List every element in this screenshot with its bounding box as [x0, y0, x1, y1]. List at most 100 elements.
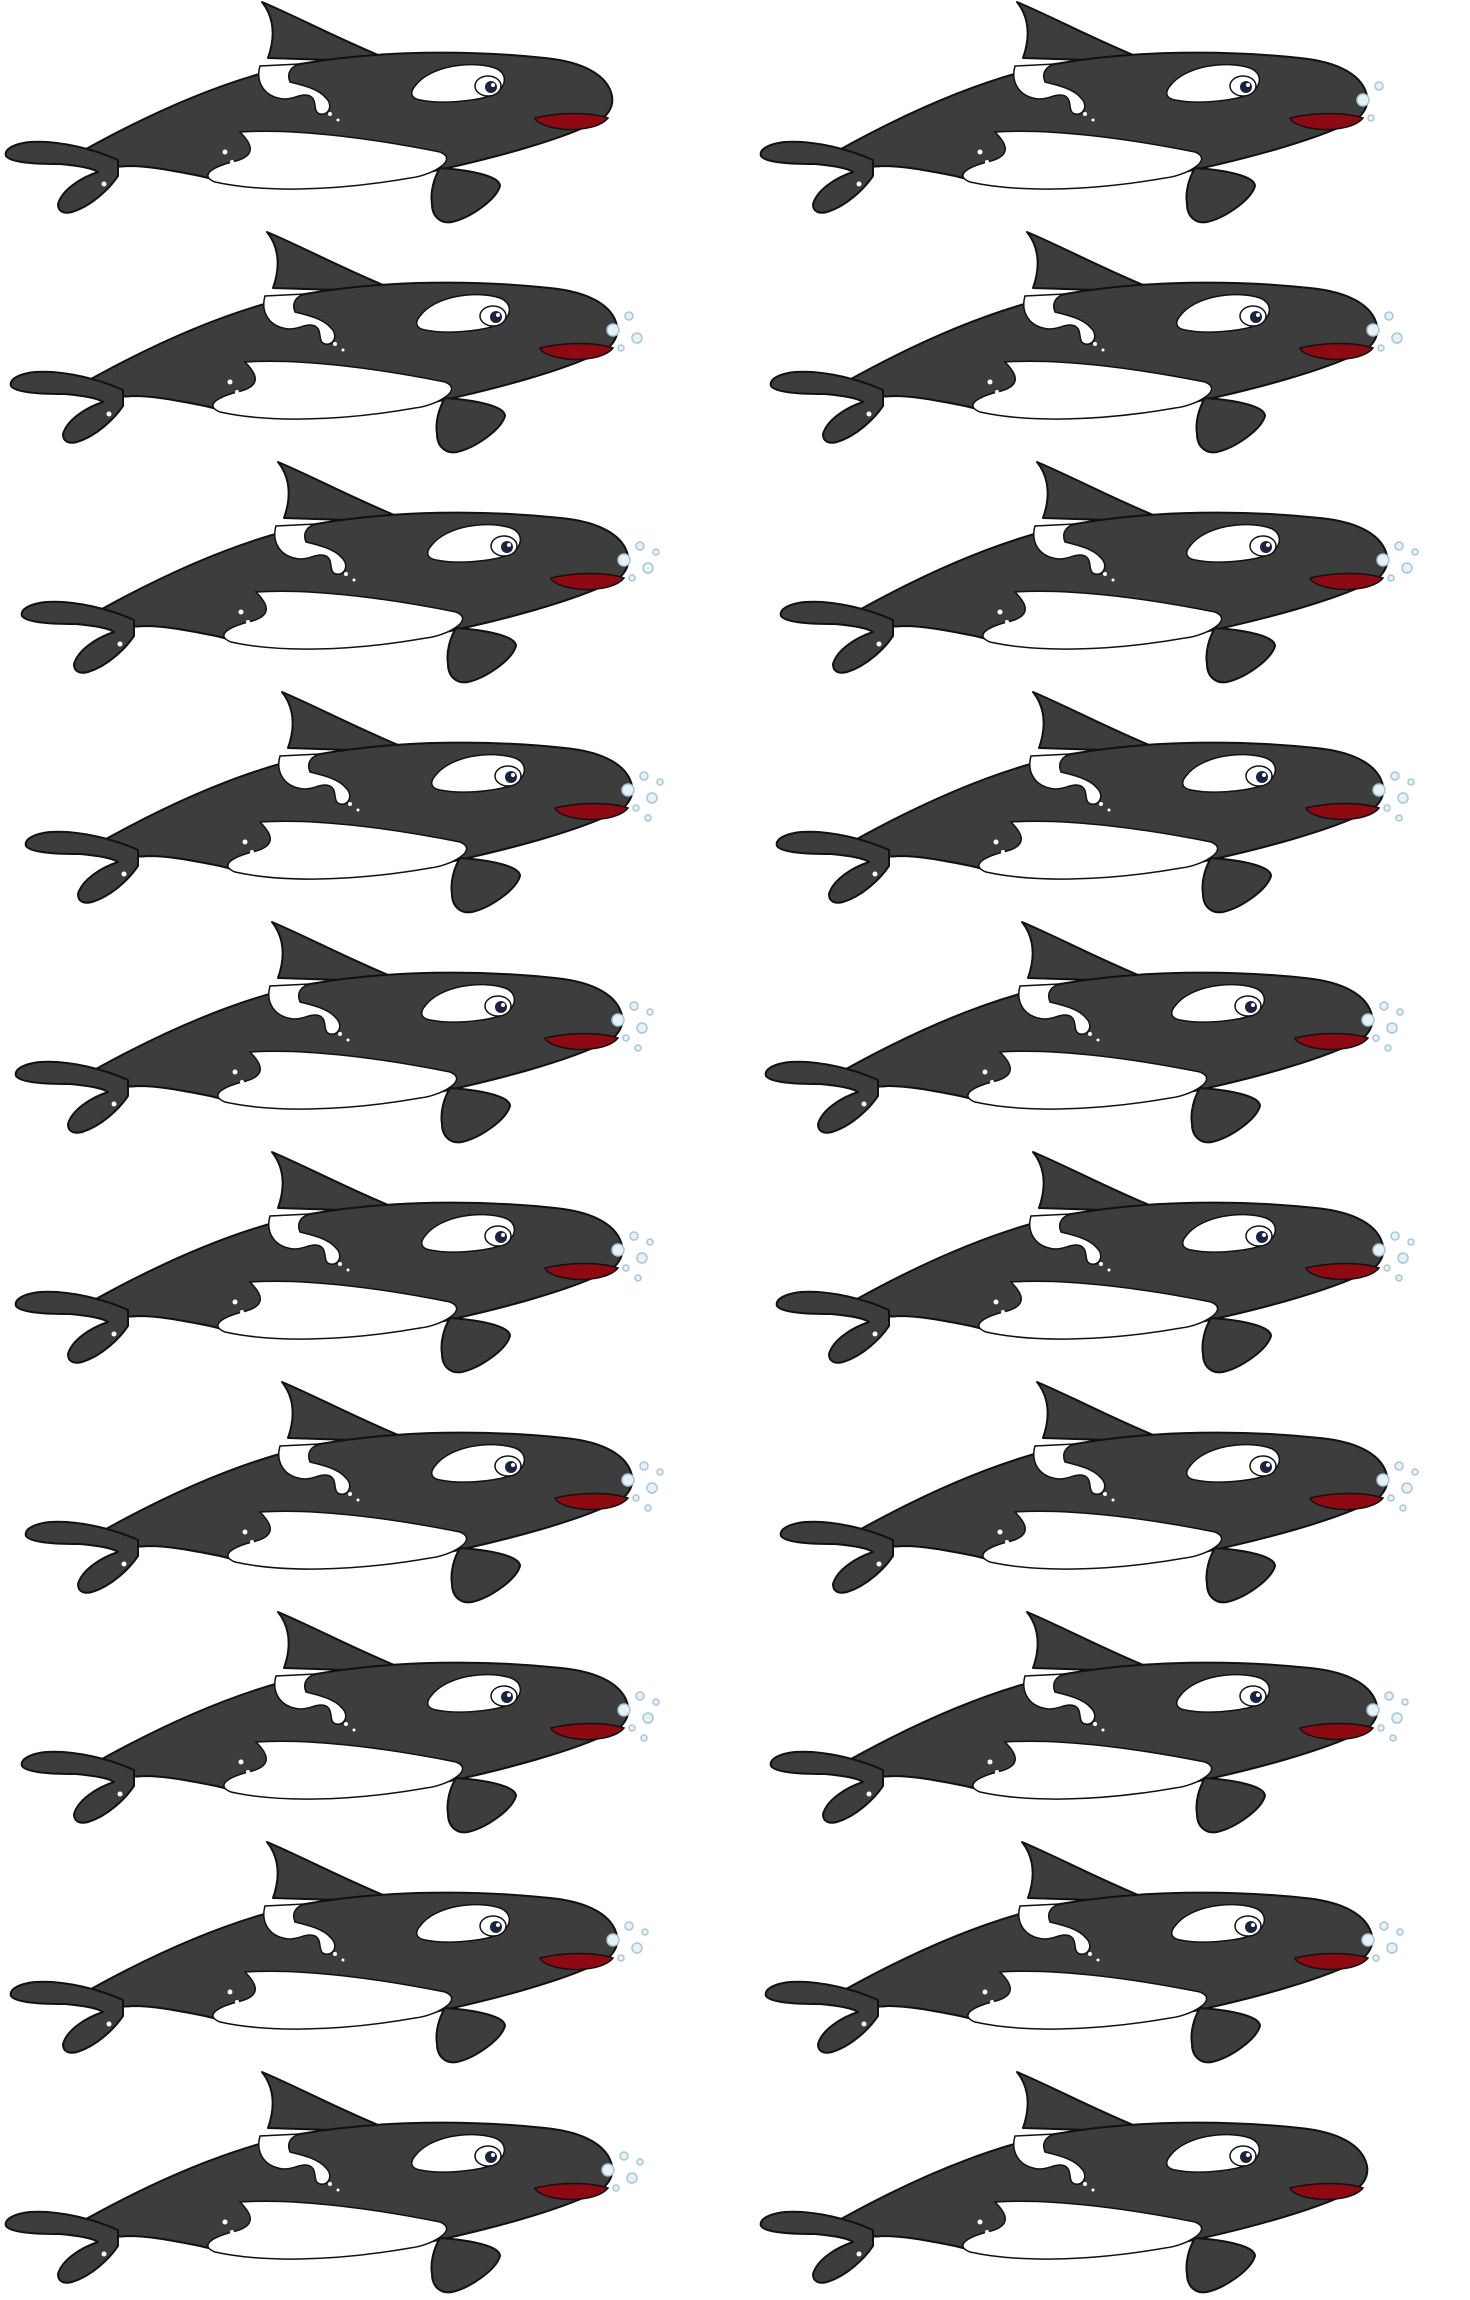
- bubble-icon: [642, 1712, 654, 1724]
- bubble-icon: [639, 771, 649, 781]
- bubble-icon: [1396, 1008, 1404, 1016]
- bubble-icon: [1399, 1504, 1407, 1512]
- bubble-icon: [646, 1238, 654, 1246]
- bubble-icon: [624, 1921, 634, 1931]
- bubble-icon: [1384, 1691, 1394, 1701]
- bubble-icon: [1379, 1001, 1389, 1011]
- frame-cell: [745, 920, 1470, 1150]
- bubble-icon: [1377, 344, 1385, 352]
- bubble-icon: [624, 311, 634, 321]
- bubble-icon: [1377, 1724, 1385, 1732]
- frame-cell: [0, 690, 745, 920]
- bubble-icon: [636, 1022, 648, 1034]
- bubble-icon: [1386, 1022, 1398, 1034]
- orca-icon: [760, 1840, 1404, 2070]
- bubble-icon: [1372, 1243, 1386, 1257]
- bubble-icon: [642, 562, 654, 574]
- bubble-icon: [621, 783, 635, 797]
- orca-icon: [775, 460, 1419, 690]
- bubble-icon: [646, 1482, 658, 1494]
- frame-cell: [0, 1610, 745, 1840]
- bubble-icon: [1396, 1928, 1404, 1936]
- bubble-icon: [640, 1734, 648, 1742]
- bubble-icon: [652, 548, 660, 556]
- bubble-icon: [619, 2151, 629, 2161]
- frame-cell: [0, 1380, 745, 1610]
- orca-icon: [0, 2070, 644, 2300]
- orca-sprite: [771, 1150, 1431, 1380]
- orca-icon: [20, 1380, 664, 1610]
- bubble-icon: [1372, 783, 1386, 797]
- bubble-icon: [646, 1008, 654, 1016]
- frame-cell: [745, 0, 1470, 230]
- frame-cell: [0, 230, 745, 460]
- bubble-icon: [1401, 1698, 1409, 1706]
- bubble-icon: [628, 1724, 636, 1732]
- orca-sprite: [20, 1380, 680, 1610]
- orca-sprite: [16, 1610, 676, 1840]
- bubble-icon: [1383, 1264, 1391, 1272]
- orca-icon: [10, 920, 654, 1150]
- frame-cell: [0, 1150, 745, 1380]
- bubble-icon: [621, 1473, 635, 1487]
- bubble-icon: [1395, 814, 1403, 822]
- orca-sprite: [5, 230, 665, 460]
- bubble-icon: [1366, 1703, 1380, 1717]
- bubble-icon: [632, 804, 640, 812]
- frame-cell: [0, 460, 745, 690]
- frame-cell: [0, 1840, 745, 2070]
- bubble-icon: [635, 541, 645, 551]
- bubble-icon: [611, 1243, 625, 1257]
- frame-cell: [745, 2070, 1470, 2300]
- bubble-icon: [656, 1468, 664, 1476]
- bubble-icon: [644, 814, 652, 822]
- bubble-icon: [1386, 1942, 1398, 1954]
- bubble-icon: [606, 1933, 620, 1947]
- bubble-icon: [1379, 1921, 1389, 1931]
- bubble-icon: [632, 1494, 640, 1502]
- orca-icon: [765, 230, 1403, 460]
- bubble-icon: [1366, 323, 1380, 337]
- bubble-icon: [635, 1691, 645, 1701]
- bubble-icon: [629, 1231, 639, 1241]
- bubble-icon: [1395, 1274, 1403, 1282]
- bubble-icon: [1401, 1482, 1413, 1494]
- bubble-icon: [644, 1504, 652, 1512]
- bubble-icon: [1397, 792, 1409, 804]
- bubble-icon: [1387, 1494, 1395, 1502]
- bubble-icon: [652, 1698, 660, 1706]
- orca-icon: [771, 1150, 1415, 1380]
- bubble-icon: [626, 2172, 638, 2184]
- bubble-icon: [611, 1013, 625, 1027]
- frame-cell: [745, 690, 1470, 920]
- orca-icon: [775, 1380, 1419, 1610]
- orca-icon: [20, 690, 664, 920]
- orca-icon: [760, 920, 1404, 1150]
- bubble-icon: [1391, 1712, 1403, 1724]
- bubble-icon: [1376, 1473, 1390, 1487]
- orca-icon: [10, 1150, 654, 1380]
- orca-icon: [5, 1840, 649, 2070]
- orca-sprite: [760, 1840, 1420, 2070]
- bubble-icon: [1372, 1034, 1380, 1042]
- bubble-icon: [639, 1461, 649, 1471]
- bubble-icon: [1394, 541, 1404, 551]
- orca-icon: [5, 230, 643, 460]
- frame-cell: [745, 1380, 1470, 1610]
- bubble-icon: [1411, 548, 1419, 556]
- orca-sprite: [755, 0, 1415, 230]
- orca-sprite: [10, 1150, 670, 1380]
- orca-sprite: [755, 2070, 1415, 2300]
- bubble-icon: [656, 778, 664, 786]
- bubble-icon: [612, 2184, 620, 2192]
- orca-icon: [16, 460, 660, 690]
- bubble-icon: [636, 1252, 648, 1264]
- bubble-icon: [646, 792, 658, 804]
- bubble-icon: [1407, 1238, 1415, 1246]
- bubble-icon: [634, 1274, 642, 1282]
- bubble-icon: [1356, 93, 1370, 107]
- orca-sprite: [20, 690, 680, 920]
- bubble-icon: [622, 1264, 630, 1272]
- bubble-icon: [1394, 1461, 1404, 1471]
